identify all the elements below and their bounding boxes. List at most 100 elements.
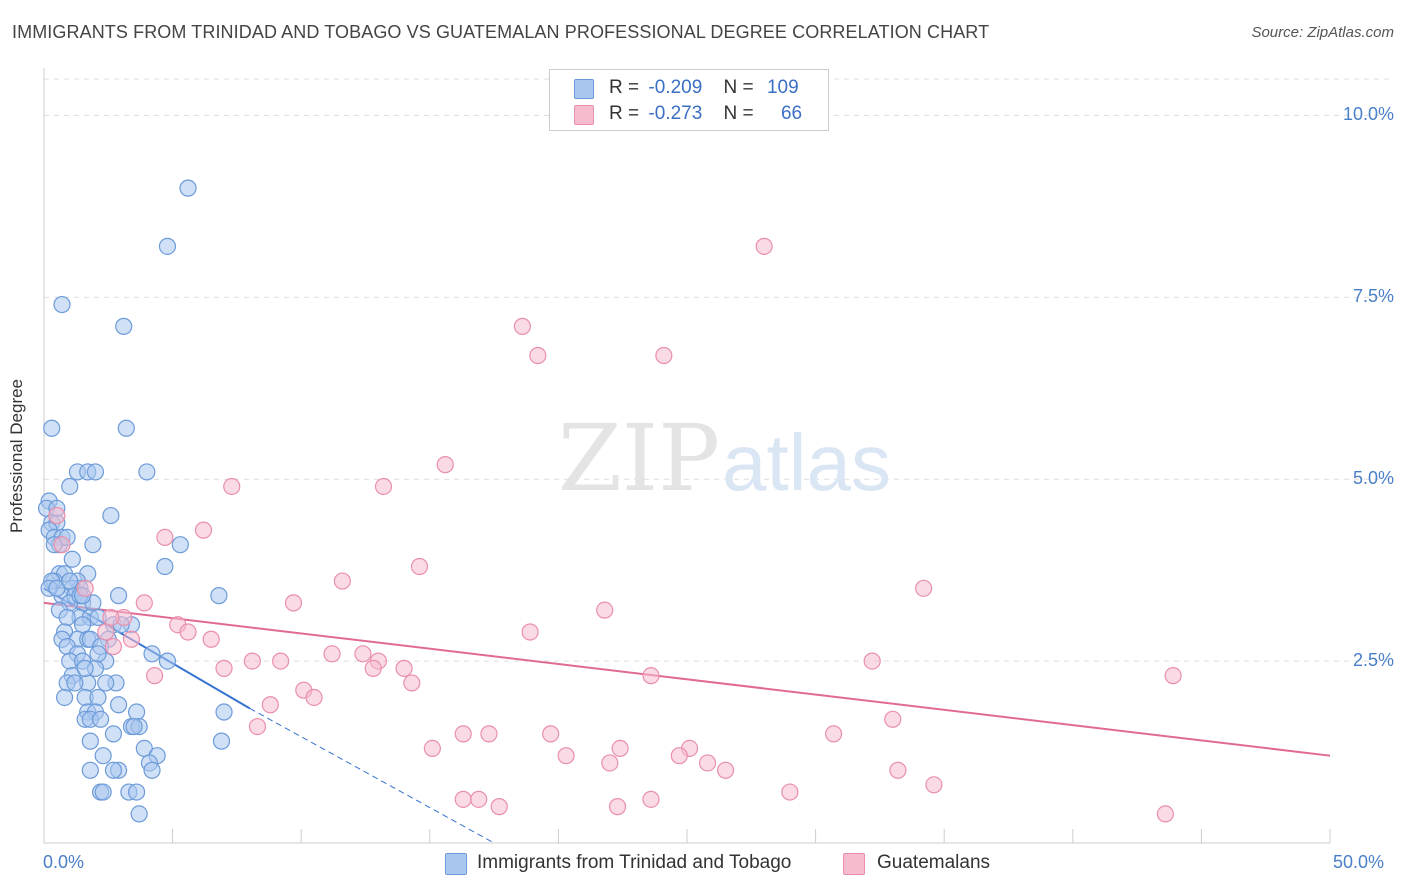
legend-n-value: 66 xyxy=(780,103,803,124)
chart-title: IMMIGRANTS FROM TRINIDAD AND TOBAGO VS G… xyxy=(12,22,990,42)
point-guatemalans xyxy=(145,667,164,685)
point-guatemalans xyxy=(529,346,547,365)
point-trinidad xyxy=(66,674,84,692)
point-trinidad xyxy=(76,659,94,677)
point-trinidad xyxy=(104,725,123,743)
y-tick-label: 5.0% xyxy=(1352,468,1394,489)
point-guatemalans xyxy=(305,688,323,707)
point-guatemalans xyxy=(104,637,123,656)
x-tick-label-max: 50.0% xyxy=(1333,852,1385,872)
point-guatemalans xyxy=(76,579,94,597)
point-guatemalans xyxy=(542,725,560,743)
point-guatemalans xyxy=(135,594,153,612)
point-guatemalans xyxy=(53,536,71,554)
point-guatemalans xyxy=(521,623,539,641)
point-trinidad xyxy=(109,696,128,714)
point-trinidad xyxy=(61,477,79,496)
point-guatemalans xyxy=(122,630,141,648)
point-guatemalans xyxy=(825,725,843,743)
point-guatemalans xyxy=(243,652,261,670)
legend-label-trinidad: Immigrants from Trinidad and Tobago xyxy=(477,852,792,873)
point-guatemalans xyxy=(454,725,472,743)
point-guatemalans xyxy=(102,608,120,627)
y-tick-label: 7.5% xyxy=(1352,286,1394,307)
point-guatemalans xyxy=(248,717,267,736)
point-trinidad xyxy=(130,805,148,823)
point-trinidad xyxy=(81,732,99,750)
point-guatemalans xyxy=(716,761,735,779)
point-guatemalans xyxy=(261,696,279,714)
point-trinidad xyxy=(117,419,135,437)
point-guatemalans xyxy=(194,521,213,539)
source-label: Source: ZipAtlas.com xyxy=(1251,24,1394,41)
point-guatemalans xyxy=(513,317,531,335)
point-trinidad xyxy=(115,317,133,335)
trendline-guatemalans xyxy=(43,601,1331,757)
point-trinidad xyxy=(102,506,120,525)
watermark: ZIP atlas xyxy=(558,405,891,512)
point-trinidad xyxy=(89,688,107,707)
point-guatemalans xyxy=(698,754,717,772)
point-guatemalans xyxy=(454,790,472,808)
legend-swatch-guatemalans xyxy=(843,853,865,875)
legend-r-label: R = xyxy=(609,103,640,124)
point-guatemalans xyxy=(156,528,174,547)
point-guatemalans xyxy=(915,579,933,597)
gridlines xyxy=(44,78,1392,662)
point-guatemalans xyxy=(863,652,881,670)
y-axis-label: Professional Degree xyxy=(7,378,26,534)
point-trinidad xyxy=(55,688,74,707)
legend-n-label: N = xyxy=(723,103,754,124)
point-trinidad xyxy=(73,616,92,634)
legend-r-value: -0.209 xyxy=(648,77,703,98)
point-trinidad xyxy=(97,674,115,692)
point-guatemalans xyxy=(642,790,660,808)
point-trinidad xyxy=(156,557,174,576)
point-guatemalans xyxy=(670,747,688,765)
blue-points-group xyxy=(37,179,233,823)
point-trinidad xyxy=(109,587,128,605)
point-guatemalans xyxy=(97,623,115,641)
point-trinidad xyxy=(81,761,99,779)
point-trinidad xyxy=(94,783,112,801)
point-guatemalans xyxy=(272,652,290,670)
point-guatemalans xyxy=(557,747,575,765)
point-guatemalans xyxy=(48,506,66,525)
point-trinidad xyxy=(89,645,107,663)
point-trinidad xyxy=(53,295,71,314)
watermark-atlas: atlas xyxy=(722,418,891,507)
point-guatemalans xyxy=(1164,667,1182,685)
legend-n-label: N = xyxy=(723,77,754,98)
point-guatemalans xyxy=(202,630,220,648)
legend-n-value: 109 xyxy=(766,77,799,98)
point-trinidad xyxy=(158,652,177,670)
point-guatemalans xyxy=(323,645,341,663)
legend-r-label: R = xyxy=(609,77,640,98)
point-guatemalans xyxy=(889,761,907,779)
x-tick-label-min: 0.0% xyxy=(43,852,85,872)
correlation-legend: R = -0.209 N = 109 R = -0.273 N = 66 xyxy=(549,69,829,131)
point-trinidad xyxy=(215,703,233,721)
point-trinidad xyxy=(143,761,161,779)
trendline-trinidad-extension xyxy=(249,707,495,844)
point-guatemalans xyxy=(179,623,197,641)
point-guatemalans xyxy=(354,645,372,663)
point-guatemalans xyxy=(284,594,303,612)
legend-label-guatemalans: Guatemalans xyxy=(877,852,991,873)
point-guatemalans xyxy=(215,659,233,677)
legend-swatch-pink xyxy=(574,105,594,125)
legend-swatch-trinidad xyxy=(445,853,467,875)
point-trinidad xyxy=(84,536,102,554)
point-guatemalans xyxy=(755,237,773,255)
watermark-zip: ZIP xyxy=(558,405,720,512)
point-trinidad xyxy=(48,579,66,597)
point-trinidad xyxy=(138,463,156,481)
point-guatemalans xyxy=(781,783,799,801)
legend-r-value: -0.273 xyxy=(648,103,703,124)
point-trinidad xyxy=(171,536,189,554)
point-trinidad xyxy=(58,608,76,627)
point-guatemalans xyxy=(403,674,421,692)
point-trinidad xyxy=(158,237,177,255)
point-trinidad xyxy=(210,587,228,605)
